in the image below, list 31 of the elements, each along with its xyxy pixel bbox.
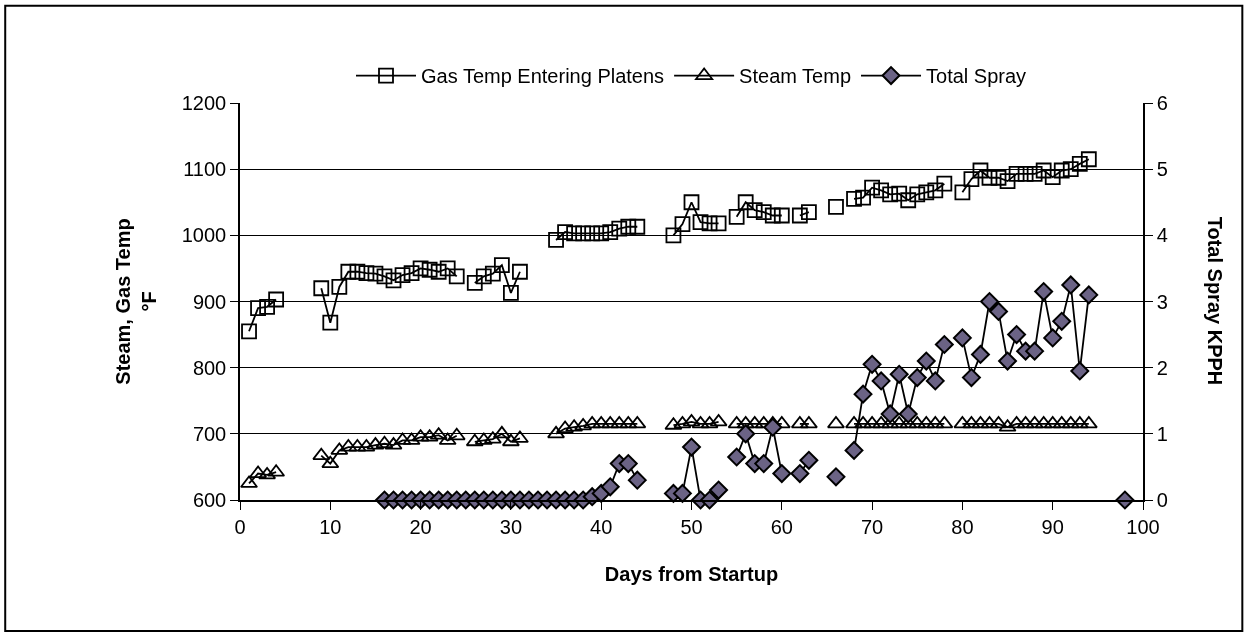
y2-axis-title: Total Spray KPPH bbox=[1204, 216, 1227, 386]
x-tick-label: 0 bbox=[234, 515, 246, 538]
y2-tick-label: 0 bbox=[1156, 489, 1168, 511]
x-tick-label: 30 bbox=[499, 515, 523, 538]
y-tick-label: 1000 bbox=[181, 224, 227, 247]
x-tick-label: 80 bbox=[951, 515, 974, 538]
y2-tick-label: 5 bbox=[1156, 158, 1168, 181]
y-tick-label: 800 bbox=[192, 356, 227, 379]
x-tick-label: 90 bbox=[1041, 515, 1064, 538]
y2-tick-label: 2 bbox=[1156, 356, 1168, 379]
x-tick-label: 10 bbox=[319, 515, 342, 538]
y-tick-label: 900 bbox=[192, 290, 227, 313]
y-tick-label: 600 bbox=[192, 489, 227, 511]
y-tick-label: 700 bbox=[192, 422, 227, 445]
x-tick-label: 60 bbox=[770, 515, 793, 538]
x-tick-label: 20 bbox=[409, 515, 432, 538]
legend-label: Gas Temp Entering Platens bbox=[421, 65, 665, 88]
y2-tick-label: 3 bbox=[1156, 290, 1168, 313]
x-tick-label: 50 bbox=[680, 515, 703, 538]
y-tick-label: 1200 bbox=[181, 92, 227, 114]
x-tick-label: 70 bbox=[860, 515, 884, 538]
x-tick-label: 100 bbox=[1126, 515, 1160, 538]
y-tick-label: 1100 bbox=[183, 158, 227, 181]
y-axis-title: Steam, Gas Temp °F bbox=[111, 218, 160, 385]
legend-label: Steam Temp bbox=[739, 65, 852, 88]
x-tick-label: 40 bbox=[590, 515, 613, 538]
y2-tick-label: 4 bbox=[1156, 224, 1168, 247]
y2-tick-label: 6 bbox=[1156, 92, 1168, 114]
legend-label: Total Spray bbox=[926, 65, 1027, 88]
y2-tick-label: 1 bbox=[1156, 422, 1168, 445]
x-axis-title: Days from Startup bbox=[604, 562, 779, 585]
